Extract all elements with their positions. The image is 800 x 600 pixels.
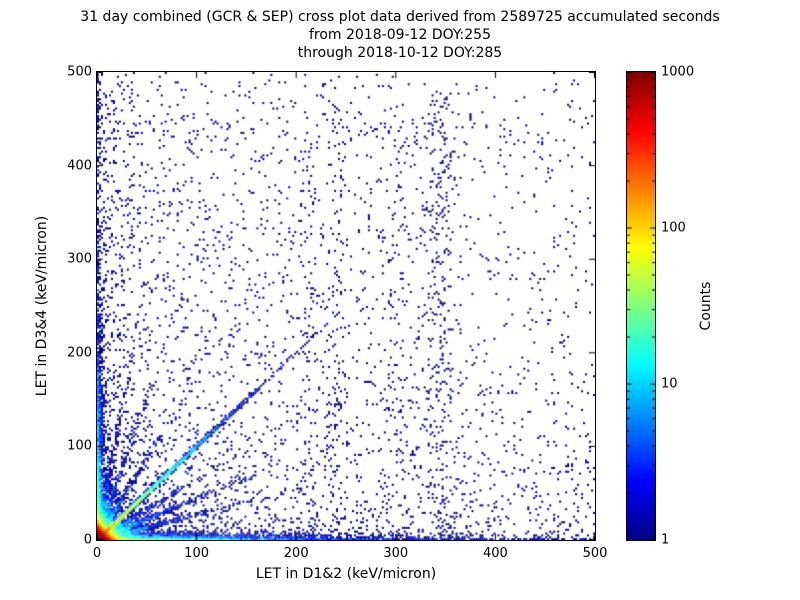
colorbar-tick-label: 1000 (661, 64, 695, 80)
y-tick-label: 300 (67, 251, 92, 267)
x-tick-label: 200 (283, 546, 309, 561)
title-line-2: from 2018-09-12 DOY:255 (308, 27, 491, 43)
colorbar (626, 71, 656, 541)
y-tick-label: 500 (67, 64, 92, 80)
colorbar-label: Counts (698, 281, 714, 331)
title-line-3: through 2018-10-12 DOY:285 (297, 45, 503, 61)
x-tick-label: 400 (482, 546, 508, 561)
y-tick-label: 0 (83, 532, 92, 548)
colorbar-gradient (627, 72, 655, 540)
colorbar-tick-label: 100 (661, 220, 686, 236)
x-tick-label: 300 (383, 546, 409, 561)
y-axis-label: LET in D3&4 (keV/micron) (34, 215, 50, 397)
title-line-1: 31 day combined (GCR & SEP) cross plot d… (80, 9, 720, 25)
x-tick-label: 500 (582, 546, 608, 561)
y-tick-label: 200 (67, 345, 92, 361)
colorbar-tick-label: 1 (661, 532, 670, 548)
x-axis-label: LET in D1&2 (keV/micron) (255, 566, 437, 582)
chart-title: 31 day combined (GCR & SEP) cross plot d… (0, 8, 800, 62)
plot-area (96, 71, 596, 541)
x-tick-label: 100 (184, 546, 210, 561)
x-tick-label: 0 (92, 546, 102, 561)
scatter-canvas (97, 72, 595, 540)
colorbar-tick-label: 10 (661, 376, 678, 392)
y-tick-label: 400 (67, 158, 92, 174)
y-tick-label: 100 (67, 438, 92, 454)
